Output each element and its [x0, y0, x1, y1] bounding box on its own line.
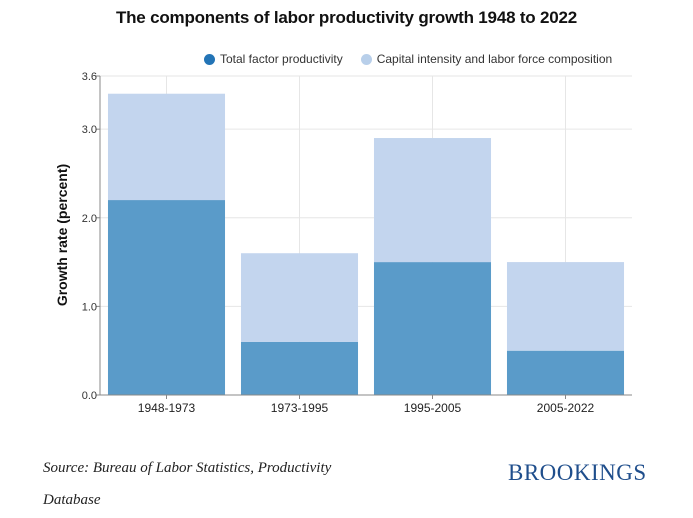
y-tick-label: 1.0: [82, 301, 97, 313]
legend-label-capital: Capital intensity and labor force compos…: [376, 52, 613, 66]
legend-item-capital[interactable]: Capital intensity and labor force compos…: [360, 52, 613, 66]
chart-legend: Total factor productivity Capital intens…: [204, 52, 630, 66]
y-tick-label: 0.0: [82, 390, 97, 402]
bar-tfp: [107, 200, 226, 395]
bar-capital: [373, 138, 492, 263]
chart-title: The components of labor productivity gro…: [115, 8, 578, 27]
x-tick-label: 1973-1995: [271, 401, 329, 415]
legend-label-tfp: Total factor productivity: [220, 52, 343, 66]
source-note: Source: Bureau of Labor Statistics, Prod…: [43, 460, 332, 508]
y-tick-label: 3.0: [82, 124, 97, 136]
bar-capital: [240, 253, 359, 342]
x-tick-label: 1948-1973: [138, 401, 196, 415]
legend-item-tfp[interactable]: Total factor productivity: [204, 52, 343, 66]
x-tick-label: 2005-2022: [537, 401, 595, 415]
bar-tfp: [373, 262, 492, 395]
bar-tfp: [240, 341, 359, 395]
bar-capital: [506, 262, 625, 351]
y-tick-label: 2.0: [82, 213, 97, 225]
x-tick-label: 1995-2005: [404, 401, 462, 415]
bar-chart: 0.0 1.0 2.0 3.0 3.6 1948-1973 1973-1995 1995-20…: [82, 71, 632, 415]
bar-capital: [107, 93, 226, 201]
y-tick-label: 3.6: [82, 71, 97, 83]
legend-swatch-capital: [360, 53, 372, 65]
legend-swatch-tfp: [204, 53, 215, 65]
brookings-logo: BROOKINGS: [508, 460, 647, 485]
bar-tfp: [506, 350, 625, 395]
